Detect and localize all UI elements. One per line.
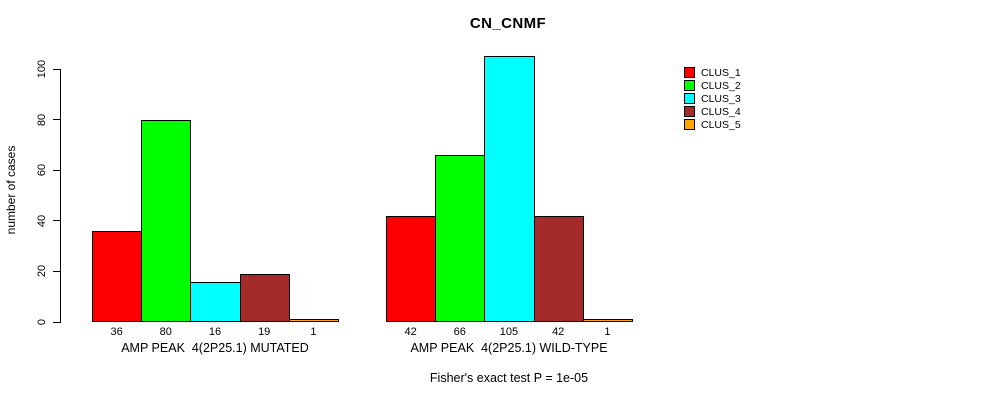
y-tick-label: 80 bbox=[36, 113, 48, 126]
y-tick bbox=[53, 220, 60, 222]
y-tick-label: 20 bbox=[36, 265, 48, 278]
legend-swatch bbox=[684, 93, 695, 104]
bar-wild-type-clus_2 bbox=[435, 155, 486, 322]
fisher-test-note: Fisher's exact test P = 1e-05 bbox=[429, 371, 589, 385]
bar-value-label: 1 bbox=[310, 326, 317, 338]
y-tick-label: 40 bbox=[36, 214, 48, 227]
bar-mutated-clus_3 bbox=[190, 282, 241, 322]
legend-label: CLUS_3 bbox=[701, 92, 741, 105]
legend-item-clus_1: CLUS_1 bbox=[684, 66, 741, 79]
group-label-mutated: AMP PEAK 4(2P25.1) MUTATED bbox=[121, 341, 309, 355]
bar-value-label: 105 bbox=[499, 326, 519, 338]
legend-label: CLUS_5 bbox=[701, 118, 741, 131]
legend-swatch bbox=[684, 106, 695, 117]
legend-label: CLUS_2 bbox=[701, 79, 741, 92]
bar-value-label: 1 bbox=[604, 326, 611, 338]
legend-swatch bbox=[684, 67, 695, 78]
bar-value-label: 66 bbox=[453, 326, 466, 338]
bar-value-label: 19 bbox=[258, 326, 271, 338]
bar-mutated-clus_5 bbox=[288, 319, 339, 322]
group-label-wild-type: AMP PEAK 4(2P25.1) WILD-TYPE bbox=[410, 341, 608, 355]
bar-mutated-clus_4 bbox=[239, 274, 290, 322]
y-tick bbox=[53, 68, 60, 70]
y-tick-label: 100 bbox=[36, 59, 48, 79]
y-axis-label: number of cases bbox=[4, 145, 18, 235]
bar-wild-type-clus_4 bbox=[533, 216, 584, 322]
y-tick bbox=[53, 321, 60, 323]
bar-value-label: 80 bbox=[159, 326, 172, 338]
bar-wild-type-clus_5 bbox=[582, 319, 633, 322]
y-axis-line bbox=[60, 69, 61, 323]
legend-item-clus_2: CLUS_2 bbox=[684, 79, 741, 92]
bar-value-label: 42 bbox=[552, 326, 565, 338]
bar-value-label: 36 bbox=[110, 326, 123, 338]
bar-wild-type-clus_3 bbox=[484, 56, 535, 322]
chart-title: CN_CNMF bbox=[469, 15, 547, 32]
bar-mutated-clus_1 bbox=[92, 231, 143, 322]
legend-swatch bbox=[684, 80, 695, 91]
bar-mutated-clus_2 bbox=[141, 120, 192, 322]
bar-value-label: 42 bbox=[404, 326, 417, 338]
legend-swatch bbox=[684, 119, 695, 130]
legend-item-clus_5: CLUS_5 bbox=[684, 118, 741, 131]
y-tick bbox=[53, 270, 60, 272]
y-tick-label: 0 bbox=[36, 318, 48, 326]
legend-label: CLUS_1 bbox=[701, 66, 741, 79]
legend-item-clus_3: CLUS_3 bbox=[684, 92, 741, 105]
y-tick bbox=[53, 169, 60, 171]
legend: CLUS_1 CLUS_2 CLUS_3 CLUS_4 CLUS_5 bbox=[684, 66, 741, 131]
y-tick-label: 60 bbox=[36, 164, 48, 177]
bar-value-label: 16 bbox=[208, 326, 222, 338]
legend-item-clus_4: CLUS_4 bbox=[684, 105, 741, 118]
legend-label: CLUS_4 bbox=[701, 105, 741, 118]
bar-wild-type-clus_1 bbox=[386, 216, 437, 322]
y-tick bbox=[53, 119, 60, 121]
